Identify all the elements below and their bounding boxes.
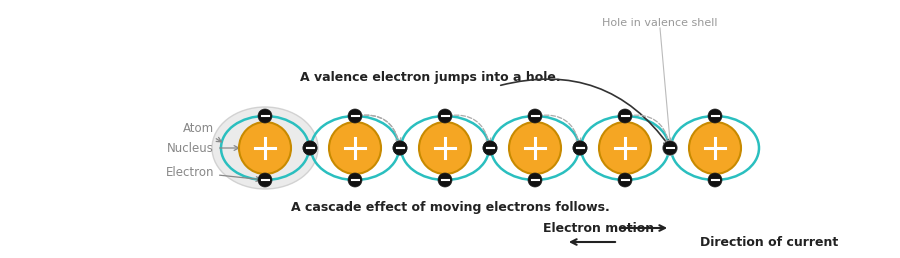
- Circle shape: [708, 109, 722, 123]
- Circle shape: [438, 109, 452, 123]
- Circle shape: [348, 109, 362, 123]
- Circle shape: [303, 141, 317, 155]
- Circle shape: [618, 109, 632, 123]
- Circle shape: [239, 122, 291, 174]
- Circle shape: [599, 122, 651, 174]
- Circle shape: [663, 141, 677, 155]
- Circle shape: [663, 141, 677, 155]
- Circle shape: [258, 173, 272, 187]
- Text: Atom: Atom: [183, 122, 221, 142]
- Circle shape: [393, 141, 407, 155]
- Text: Hole in valence shell: Hole in valence shell: [602, 18, 718, 28]
- Circle shape: [528, 173, 542, 187]
- Circle shape: [419, 122, 471, 174]
- Circle shape: [483, 141, 497, 155]
- Circle shape: [483, 141, 497, 155]
- Circle shape: [689, 122, 741, 174]
- Circle shape: [618, 173, 632, 187]
- Circle shape: [438, 173, 452, 187]
- Ellipse shape: [212, 107, 318, 189]
- Circle shape: [329, 122, 381, 174]
- Circle shape: [708, 173, 722, 187]
- Text: Direction of current: Direction of current: [700, 236, 838, 248]
- Circle shape: [258, 109, 272, 123]
- Text: Nucleus: Nucleus: [167, 141, 238, 155]
- Text: Electron motion: Electron motion: [543, 222, 654, 235]
- Circle shape: [348, 173, 362, 187]
- Text: Electron: Electron: [166, 165, 261, 181]
- Circle shape: [393, 141, 407, 155]
- Circle shape: [303, 141, 317, 155]
- Text: A cascade effect of moving electrons follows.: A cascade effect of moving electrons fol…: [291, 200, 609, 214]
- Circle shape: [509, 122, 561, 174]
- Text: A valence electron jumps into a hole.: A valence electron jumps into a hole.: [300, 71, 561, 85]
- Circle shape: [528, 109, 542, 123]
- Circle shape: [573, 141, 587, 155]
- Circle shape: [573, 141, 587, 155]
